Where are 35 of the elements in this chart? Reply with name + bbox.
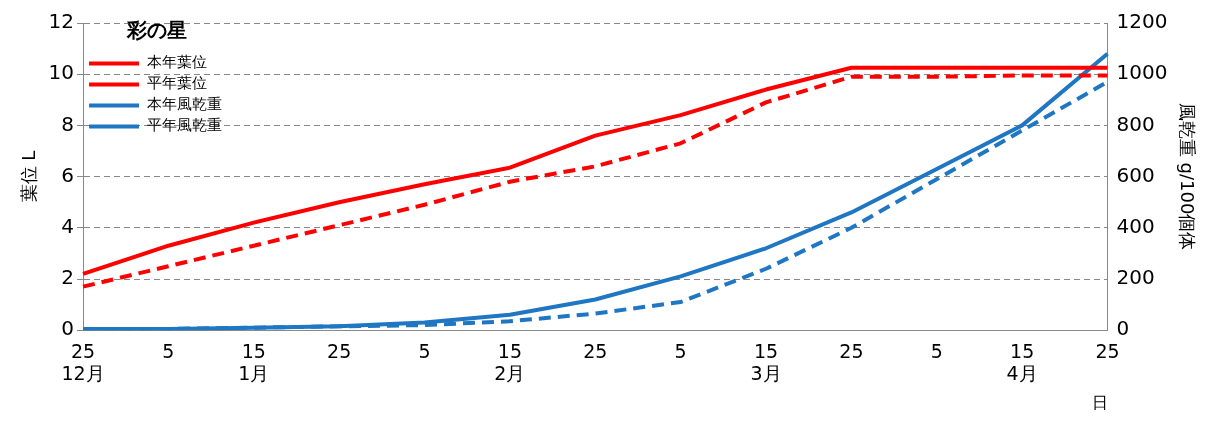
legend-label: 平年葉位 [146, 74, 207, 93]
y-tick-label: 12 [48, 9, 75, 34]
y-tick-label: 10 [48, 60, 75, 85]
x-tick-label: 15 3月 [750, 339, 782, 385]
legend-title: 彩の星 [126, 18, 188, 43]
x-tick-label: 25 [839, 339, 864, 362]
x-tick-label: 5 [162, 339, 175, 362]
y2-tick-label: 0 [1116, 316, 1130, 341]
y2-tick-label: 600 [1116, 162, 1155, 187]
x-tick-label: 25 12月 [61, 339, 105, 385]
y-tick-label: 8 [61, 111, 75, 136]
y-tick-label: 0 [61, 316, 75, 341]
x-tick-label: 25 [583, 339, 608, 362]
y-tick-label: 6 [61, 162, 75, 187]
x-tick-label: 25 [327, 339, 352, 362]
y2-tick-label: 800 [1116, 111, 1155, 136]
y2-tick-label: 200 [1116, 265, 1155, 290]
y-tick-label: 2 [61, 265, 75, 290]
y2-tick-label: 1200 [1116, 9, 1168, 34]
legend-label: 本年風乾重 [146, 95, 222, 114]
y-tick-label: 4 [61, 214, 75, 238]
x-tick-label: 5 [418, 339, 431, 362]
legend-label: 平年風乾重 [146, 116, 222, 135]
x-tick-label: 25 [1095, 339, 1120, 362]
y2-axis-title: 風乾重 g/100個体 [1176, 102, 1198, 251]
x-tick-label: 15 1月 [238, 339, 270, 385]
x-tick-label: 15 2月 [494, 339, 526, 385]
legend-label: 本年葉位 [146, 53, 207, 72]
y-axis-title: 葉位 L [18, 150, 40, 203]
x-tick-label: 5 [930, 339, 943, 362]
y2-tick-label: 1000 [1116, 60, 1168, 85]
x-axis-title: 日 [1091, 392, 1108, 412]
x-tick-label: 15 4月 [1006, 339, 1038, 385]
x-tick-label: 5 [674, 339, 687, 362]
y2-tick-label: 400 [1116, 214, 1155, 238]
